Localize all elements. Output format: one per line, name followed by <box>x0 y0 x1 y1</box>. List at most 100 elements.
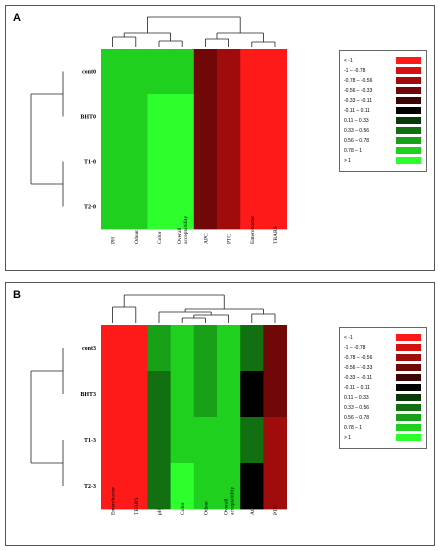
legend-label: -0.11 – 0.11 <box>344 108 370 114</box>
column-label: Overallacceptability <box>177 216 189 244</box>
heatmap-cell <box>147 463 171 510</box>
panel-label: A <box>13 12 21 24</box>
legend-label: > 1 <box>344 158 352 164</box>
column-label: Enterobacter <box>250 216 256 244</box>
legend-label: -0.78 – -0.56 <box>344 355 373 361</box>
row-label: T1-0 <box>84 160 96 166</box>
heatmap-cell <box>217 371 241 418</box>
legend-entry: 0.11 – 0.33 <box>340 116 426 126</box>
legend-swatch <box>396 434 421 441</box>
legend-entry: < -1 <box>340 333 426 343</box>
column-label: Color <box>180 502 186 515</box>
legend-entry: -0.33 – -0.11 <box>340 373 426 383</box>
legend-label: 0.56 – 0.78 <box>344 415 370 421</box>
legend-entry: 0.78 – 1 <box>340 423 426 433</box>
heatmap-cell <box>170 49 195 95</box>
heatmap-cell <box>193 371 218 418</box>
heatmap-cell <box>193 184 218 230</box>
heatmap-a-svg: cont0 BHT0 T1-0 T2-0 PH Odour Color Overallacce… <box>30 16 287 244</box>
column-label: Enterobacter <box>111 487 117 515</box>
legend-entry: > 1 <box>340 156 426 166</box>
legend-label: -0.56 – -0.33 <box>344 88 373 94</box>
legend-swatch <box>396 117 421 124</box>
heatmap-cell <box>217 184 241 230</box>
color-legend-a: < -1 -1 – -0.78 -0.78 – -0.56 -0.56 – -0.33… <box>339 50 427 172</box>
heatmap-cell <box>124 139 148 185</box>
row-label: T2-0 <box>84 205 96 211</box>
legend-swatch <box>396 77 421 84</box>
heatmap-b-svg: cont3 BHT3 T1-3 T2-3 Enterobacter TBARS pH Colo… <box>30 294 287 515</box>
heatmap-cell <box>263 325 287 372</box>
heatmap-cell <box>217 139 241 185</box>
legend-swatch <box>396 107 421 114</box>
heatmap-cell <box>101 371 125 418</box>
heatmap-cell <box>170 417 195 464</box>
legend-label: -1 – -0.78 <box>344 68 366 74</box>
legend-label: 0.78 – 1 <box>344 148 363 154</box>
heatmap-cell <box>101 184 125 230</box>
row-label: BHT0 <box>80 115 96 121</box>
heatmap-panel-a: A cont0 BHT0 T1-0 T2-0 PH Odour Color Overallac… <box>5 5 435 271</box>
legend-entry: -0.56 – -0.33 <box>340 363 426 373</box>
heatmap-cell <box>101 49 125 95</box>
heatmap-cell <box>170 371 195 418</box>
heatmap-cell <box>193 94 218 140</box>
heatmap-cell <box>217 94 241 140</box>
legend-swatch <box>396 424 421 431</box>
column-label: TBARS <box>273 226 279 244</box>
legend-swatch <box>396 147 421 154</box>
heatmap-cell <box>147 371 171 418</box>
heatmap-cell <box>101 94 125 140</box>
legend-label: -0.78 – -0.56 <box>344 78 373 84</box>
heatmap-cell <box>193 463 218 510</box>
heatmap-cell <box>170 139 195 185</box>
heatmap-cell <box>240 94 264 140</box>
legend-swatch <box>396 364 421 371</box>
legend-swatch <box>396 354 421 361</box>
heatmap-cell <box>263 417 287 464</box>
legend-label: 0.56 – 0.78 <box>344 138 370 144</box>
heatmap-cell <box>193 139 218 185</box>
panel-label: B <box>13 289 21 301</box>
heatmap-cell <box>240 371 264 418</box>
heatmap-cell <box>101 139 125 185</box>
legend-label: < -1 <box>344 335 353 341</box>
column-label: ACP <box>250 504 256 515</box>
row-label: cont3 <box>82 346 96 352</box>
heatmap-cell <box>217 417 241 464</box>
row-label: cont0 <box>82 70 96 76</box>
legend-entry: -0.33 – -0.11 <box>340 96 426 106</box>
heatmap-cell <box>263 371 287 418</box>
legend-entry: 0.33 – 0.56 <box>340 403 426 413</box>
column-label: Odour <box>134 230 140 244</box>
legend-swatch <box>396 374 421 381</box>
heatmap-cell <box>193 49 218 95</box>
legend-entry: 0.11 – 0.33 <box>340 393 426 403</box>
legend-entry: -0.78 – -0.56 <box>340 76 426 86</box>
heatmap-cell <box>217 49 241 95</box>
heatmap-cell <box>147 325 171 372</box>
heatmap-cell <box>240 184 264 230</box>
legend-swatch <box>396 57 421 64</box>
column-label: pH <box>157 508 163 515</box>
legend-label: -0.33 – -0.11 <box>344 375 372 381</box>
legend-label: -0.11 – 0.11 <box>344 385 370 391</box>
legend-swatch <box>396 87 421 94</box>
heatmap-cell <box>217 325 241 372</box>
column-label: Odour <box>203 501 209 515</box>
legend-label: -0.56 – -0.33 <box>344 365 373 371</box>
legend-swatch <box>396 137 421 144</box>
legend-label: 0.33 – 0.56 <box>344 405 370 411</box>
row-label: T2-3 <box>84 484 96 490</box>
heatmap-cell <box>263 49 287 95</box>
legend-entry: -0.56 – -0.33 <box>340 86 426 96</box>
heatmap-cell <box>240 139 264 185</box>
legend-entry: 0.56 – 0.78 <box>340 136 426 146</box>
column-label: PTC <box>227 234 233 244</box>
heatmap-cell <box>147 139 171 185</box>
legend-entry: -0.78 – -0.56 <box>340 353 426 363</box>
heatmap-cell <box>101 463 125 510</box>
color-legend-b: < -1 -1 – -0.78 -0.78 – -0.56 -0.56 – -0.33… <box>339 327 427 449</box>
heatmap-cell <box>124 463 148 510</box>
legend-swatch <box>396 414 421 421</box>
